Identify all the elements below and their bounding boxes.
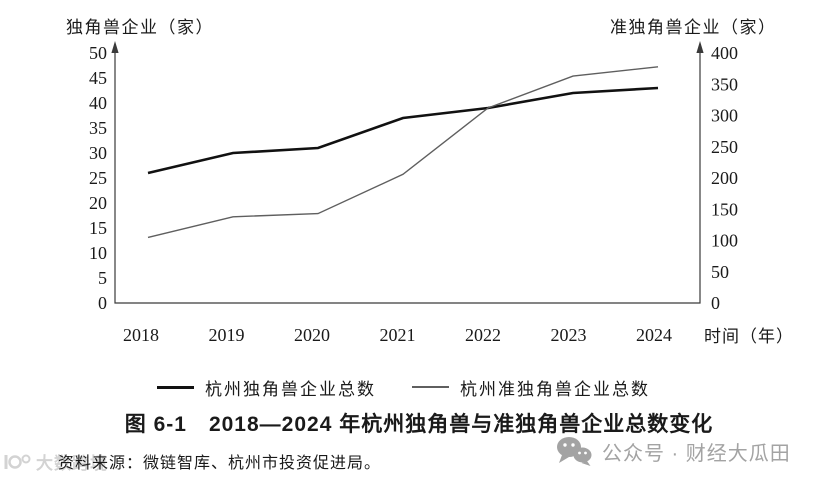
right-axis-title: 准独角兽企业（家） [610,18,777,37]
bottom-right-watermark: 公众号 · 财经大瓜田 [556,436,791,466]
left-axis-arrow-icon [111,41,119,53]
bottom-left-watermark-text: 大数跨境 [36,454,108,473]
datax-logo-icon [4,454,31,469]
left-y-tick-label: 45 [89,68,107,88]
series-line-unicorn [147,86,659,175]
left-y-tick-label: 20 [89,193,107,213]
figure-caption: 图 6-1 2018—2024 年杭州独角兽与准独角兽企业总数变化 [124,413,714,436]
left-y-tick-label: 50 [89,43,107,63]
right-axis-arrow-icon [696,41,704,53]
left-y-tick-label: 5 [98,268,107,288]
series-line-quasi-unicorn [147,66,659,239]
left-y-tick-label: 0 [98,293,107,313]
left-y-tick-label: 25 [89,168,107,188]
source-note: 资料来源：微链智库、杭州市投资促进局。 [58,455,382,472]
quasi-unicorn-line-swatch [412,386,449,388]
right-y-tick-label: 400 [711,43,738,63]
x-tick-label: 2021 [380,325,416,345]
axes-frame [114,50,701,304]
x-tick-label: 2020 [294,325,330,345]
right-y-tick-label: 350 [711,74,738,94]
x-tick-label: 2024 [636,325,672,345]
legend-item-unicorn: 杭州独角兽企业总数 [157,377,376,399]
left-y-tick-label: 40 [89,93,107,113]
x-tick-label: 2019 [209,325,245,345]
right-y-tick-label: 200 [711,168,738,188]
left-axis-title: 独角兽企业（家） [66,18,214,37]
right-y-tick-label: 50 [711,262,729,282]
x-axis-title: 时间（年） [704,327,794,346]
left-y-tick-label: 35 [89,118,107,138]
unicorn-line-swatch [157,385,194,389]
x-tick-label: 2018 [123,325,159,345]
left-y-tick-label: 30 [89,143,107,163]
x-tick-label: 2023 [551,325,587,345]
line-chart: 0 5 10 15 20 25 30 35 40 45 50 0 50 100 150 200 250 300 35… [89,41,738,345]
wechat-icon [557,437,592,466]
legend-label-quasi-unicorn: 杭州准独角兽企业总数 [460,379,650,399]
right-y-tick-label: 150 [711,199,738,219]
right-y-tick-label: 300 [711,106,738,126]
right-y-tick-label: 100 [711,231,738,251]
left-y-tick-label: 10 [89,243,107,263]
legend: 杭州独角兽企业总数 杭州准独角兽企业总数 [0,377,838,399]
legend-label-unicorn: 杭州独角兽企业总数 [205,379,376,399]
x-tick-label: 2022 [465,325,501,345]
bottom-right-watermark-text: 公众号 · 财经大瓜田 [602,442,791,465]
right-y-tick-label: 250 [711,137,738,157]
bottom-left-watermark: 大数跨境 [2,449,108,474]
left-y-tick-label: 15 [89,218,107,238]
legend-item-quasi-unicorn: 杭州准独角兽企业总数 [412,377,650,399]
right-y-tick-label: 0 [711,293,720,313]
